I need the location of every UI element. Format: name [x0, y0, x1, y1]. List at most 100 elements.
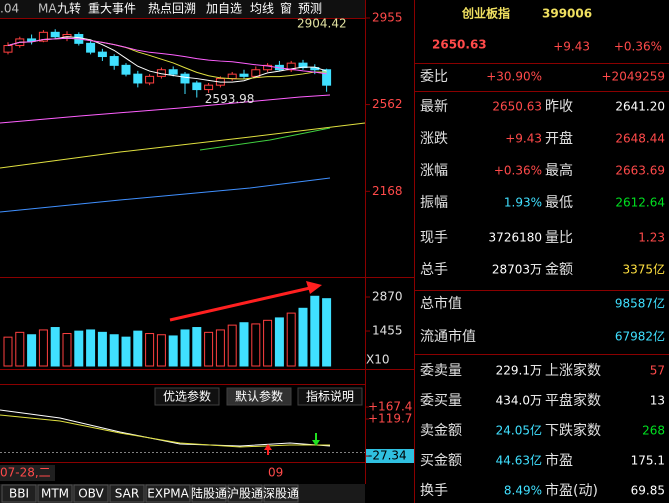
candle-body — [286, 62, 296, 71]
quote-pct: +0.36% — [614, 40, 662, 54]
date-label: 09 — [268, 466, 283, 480]
ratio-diff: +2049259 — [602, 70, 666, 84]
buy-signal — [264, 444, 272, 455]
volume-bar — [298, 307, 308, 367]
unit-label: X10 — [366, 353, 390, 367]
field-label: 上涨家数 — [545, 362, 601, 379]
param-button[interactable] — [226, 387, 292, 406]
tab-label[interactable]: SAR — [115, 487, 139, 501]
ma-line — [7, 37, 327, 75]
ma-line — [7, 36, 327, 83]
toolbar-item[interactable]: 九转 — [57, 1, 81, 16]
field-label: 现手 — [420, 230, 448, 246]
field-value: 2641.20 — [615, 100, 665, 114]
toolbar-item[interactable]: 预测 — [298, 2, 322, 16]
volume-bar — [97, 331, 107, 367]
tab-label[interactable]: 陆股通 — [191, 486, 227, 501]
field-label: 平盘家数 — [545, 392, 601, 409]
field-label: 涨跌 — [420, 131, 448, 147]
field-value: 2650.63 — [492, 100, 542, 114]
volume-bar — [274, 317, 284, 367]
toolbar-item[interactable]: 窗 — [280, 2, 292, 16]
ma-long — [199, 127, 331, 151]
tick-badge — [366, 449, 414, 463]
candle-body — [263, 64, 273, 71]
volume-bar — [263, 319, 273, 367]
ratio-value: +30.90% — [486, 70, 542, 84]
field-label: 卖金额 — [420, 423, 462, 439]
volume-bar — [15, 331, 25, 367]
field-label: 委买量 — [420, 393, 462, 409]
tab-label[interactable]: MTM — [41, 487, 69, 501]
ratio-label: 委比 — [420, 69, 448, 85]
field-value: +9.43 — [505, 132, 542, 146]
volume-bar — [121, 336, 131, 367]
volume-bar — [27, 334, 37, 367]
field-label: 开盘 — [545, 130, 573, 147]
sell-signal — [312, 433, 320, 446]
toolbar-bg — [0, 0, 365, 18]
quote-code: 399006 — [542, 7, 592, 21]
volume-bar — [50, 327, 60, 367]
tab-label[interactable]: 深股通 — [263, 487, 299, 501]
param-button[interactable] — [154, 387, 220, 406]
field-value: 24.05亿 — [496, 423, 542, 438]
volume-bar — [215, 329, 225, 367]
field-label: 换手 — [420, 482, 448, 499]
date-label: 07-28,二 — [0, 466, 51, 480]
field-label: 下跌家数 — [545, 422, 601, 439]
tab[interactable] — [191, 484, 227, 503]
field-label: 金额 — [545, 262, 573, 278]
ma-long — [0, 94, 331, 124]
field-label: 买金额 — [420, 453, 462, 469]
field-label: 流通市值 — [420, 328, 476, 345]
tab-label[interactable]: 沪股通 — [227, 487, 263, 501]
toolbar-item[interactable]: 均线 — [250, 2, 274, 16]
tab[interactable] — [145, 484, 191, 503]
tab-label[interactable]: BBI — [9, 487, 29, 501]
field-label: 振幅 — [420, 195, 448, 211]
field-label: 总市值 — [420, 295, 462, 312]
high-label: 2904.42 — [297, 17, 347, 31]
volume-bar — [156, 334, 166, 367]
field-value: 2663.69 — [615, 164, 665, 178]
param-button-label[interactable]: 指标说明 — [306, 389, 354, 404]
toolbar-item[interactable]: 热点回溯 — [148, 1, 196, 16]
candle-body — [168, 69, 178, 75]
field-value: 69.85 — [631, 484, 665, 498]
tab[interactable] — [109, 484, 145, 503]
field-value: 8.49% — [504, 484, 542, 498]
quote-name: 创业板指 — [461, 6, 510, 21]
param-button-label[interactable]: 优选参数 — [163, 389, 211, 404]
candle-body — [239, 73, 249, 77]
candle-body — [121, 64, 131, 75]
y-tick-label: +119.7 — [368, 412, 412, 426]
candle-body — [109, 56, 119, 66]
field-value: 44.63亿 — [496, 453, 542, 468]
toolbar-item[interactable]: 重大事件 — [88, 2, 136, 16]
toolbar-item[interactable]: 加自选 — [206, 2, 242, 16]
volume-bar — [192, 327, 202, 367]
tab[interactable] — [1, 484, 37, 503]
field-value: 3375亿 — [622, 262, 665, 277]
tab[interactable] — [227, 484, 263, 503]
candle-body — [192, 82, 202, 91]
tab[interactable] — [73, 484, 109, 503]
indicator-line — [0, 409, 331, 447]
tab[interactable] — [37, 484, 73, 503]
volume-bar — [109, 334, 119, 367]
tab-label[interactable]: OBV — [78, 487, 104, 501]
tab[interactable] — [263, 484, 299, 503]
param-button[interactable] — [297, 387, 363, 406]
volume-bar — [168, 335, 178, 367]
field-value: 67982亿 — [615, 329, 665, 344]
volume-bar — [74, 330, 84, 367]
volume-bar — [86, 329, 96, 367]
param-button-label[interactable]: 默认参数 — [235, 389, 283, 404]
ma-long — [0, 177, 331, 213]
field-label: 市盈(动) — [545, 482, 598, 499]
volume-bar — [38, 329, 48, 367]
candle-body — [204, 84, 214, 91]
field-label: 委卖量 — [420, 363, 462, 379]
tab-label[interactable]: EXPMA — [147, 487, 189, 501]
